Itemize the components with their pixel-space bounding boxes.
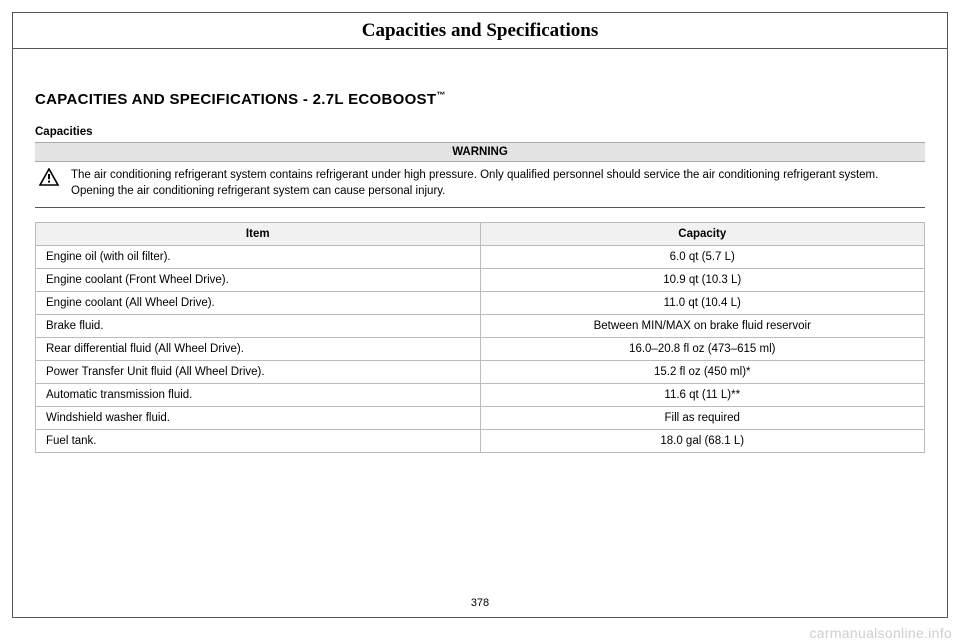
table-row: Engine coolant (Front Wheel Drive). 10.9…: [36, 269, 925, 292]
cell-capacity: Between MIN/MAX on brake fluid reservoir: [480, 315, 925, 338]
page-header-title: Capacities and Specifications: [0, 20, 960, 42]
header-underline: [12, 48, 948, 49]
warning-triangle-icon: [39, 168, 59, 192]
cell-item: Windshield washer fluid.: [36, 407, 481, 430]
table-body: Engine oil (with oil filter). 6.0 qt (5.…: [36, 246, 925, 453]
cell-capacity: 15.2 fl oz (450 ml)*: [480, 361, 925, 384]
cell-capacity: 10.9 qt (10.3 L): [480, 269, 925, 292]
cell-capacity: 16.0–20.8 fl oz (473–615 ml): [480, 338, 925, 361]
table-row: Windshield washer fluid. Fill as require…: [36, 407, 925, 430]
warning-body-row: The air conditioning refrigerant system …: [35, 162, 925, 208]
table-row: Engine oil (with oil filter). 6.0 qt (5.…: [36, 246, 925, 269]
table-row: Automatic transmission fluid. 11.6 qt (1…: [36, 384, 925, 407]
capacity-table: Item Capacity Engine oil (with oil filte…: [35, 222, 925, 453]
table-row: Brake fluid. Between MIN/MAX on brake fl…: [36, 315, 925, 338]
cell-capacity: Fill as required: [480, 407, 925, 430]
table-row: Fuel tank. 18.0 gal (68.1 L): [36, 430, 925, 453]
watermark: carmanualsonline.info: [810, 625, 953, 641]
col-item: Item: [36, 223, 481, 246]
table-header-row: Item Capacity: [36, 223, 925, 246]
cell-item: Automatic transmission fluid.: [36, 384, 481, 407]
cell-item: Engine oil (with oil filter).: [36, 246, 481, 269]
warning-flex: The air conditioning refrigerant system …: [39, 168, 921, 199]
cell-item: Power Transfer Unit fluid (All Wheel Dri…: [36, 361, 481, 384]
cell-capacity: 11.0 qt (10.4 L): [480, 292, 925, 315]
trademark-symbol: ™: [436, 90, 445, 100]
cell-item: Engine coolant (Front Wheel Drive).: [36, 269, 481, 292]
cell-item: Fuel tank.: [36, 430, 481, 453]
capacities-subheading: Capacities: [35, 126, 925, 138]
section-heading-text: CAPACITIES AND SPECIFICATIONS - 2.7L ECO…: [35, 91, 436, 108]
table-row: Engine coolant (All Wheel Drive). 11.0 q…: [36, 292, 925, 315]
page-number: 378: [0, 597, 960, 609]
warning-body-cell: The air conditioning refrigerant system …: [35, 162, 925, 208]
content-area: CAPACITIES AND SPECIFICATIONS - 2.7L ECO…: [35, 90, 925, 453]
cell-item: Brake fluid.: [36, 315, 481, 338]
warning-body-text: The air conditioning refrigerant system …: [71, 168, 921, 199]
warning-header-row: WARNING: [35, 143, 925, 162]
section-heading: CAPACITIES AND SPECIFICATIONS - 2.7L ECO…: [35, 90, 925, 108]
warning-label: WARNING: [35, 143, 925, 162]
cell-capacity: 18.0 gal (68.1 L): [480, 430, 925, 453]
table-row: Power Transfer Unit fluid (All Wheel Dri…: [36, 361, 925, 384]
col-capacity: Capacity: [480, 223, 925, 246]
cell-item: Rear differential fluid (All Wheel Drive…: [36, 338, 481, 361]
warning-box: WARNING The air conditioning refrigerant…: [35, 142, 925, 208]
cell-capacity: 11.6 qt (11 L)**: [480, 384, 925, 407]
cell-capacity: 6.0 qt (5.7 L): [480, 246, 925, 269]
cell-item: Engine coolant (All Wheel Drive).: [36, 292, 481, 315]
table-row: Rear differential fluid (All Wheel Drive…: [36, 338, 925, 361]
